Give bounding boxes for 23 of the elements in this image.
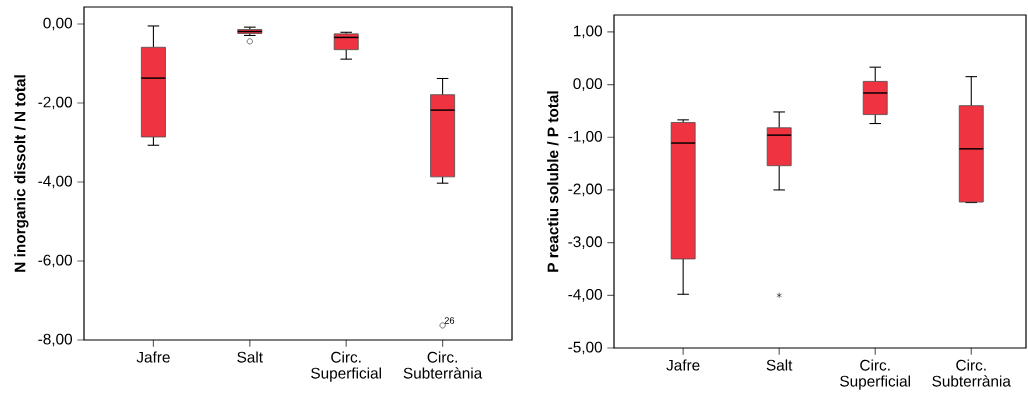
y-tick-label: -4,00	[568, 288, 603, 302]
y-tick-label: -2,00	[568, 183, 603, 197]
x-tick-label: Circ. Subterrània	[932, 359, 1011, 387]
y-tick-label: -1,00	[568, 130, 603, 144]
y-tick-label: -3,00	[568, 236, 603, 249]
x-tick-label: Salt	[237, 351, 263, 363]
y-tick-label: -4,00	[38, 175, 73, 189]
y-tick-label: 0,00	[573, 78, 603, 91]
x-tick-label: Jafre	[136, 351, 170, 363]
y-axis-title: P reactiu soluble / P total	[547, 91, 559, 272]
x-tick-label: Circ. Superficial	[840, 359, 910, 390]
x-tick-label: Jafre	[666, 359, 700, 371]
annotation: 26	[444, 317, 455, 324]
y-axis-title: N inorganic dissolt / N total	[14, 75, 29, 272]
y-tick-label: -6,00	[38, 254, 73, 268]
x-tick-label: Salt	[766, 359, 793, 371]
y-tick-label: -8,00	[38, 333, 73, 347]
y-tick-label: 1,00	[573, 25, 603, 39]
y-tick-label: -5,00	[568, 341, 603, 355]
y-tick-label: -2,00	[38, 96, 73, 110]
x-tick-label: Circ. Subterrània	[403, 351, 483, 379]
y-tick-label: 0,00	[43, 17, 73, 31]
x-tick-label: Circ. Superficial	[311, 351, 381, 382]
